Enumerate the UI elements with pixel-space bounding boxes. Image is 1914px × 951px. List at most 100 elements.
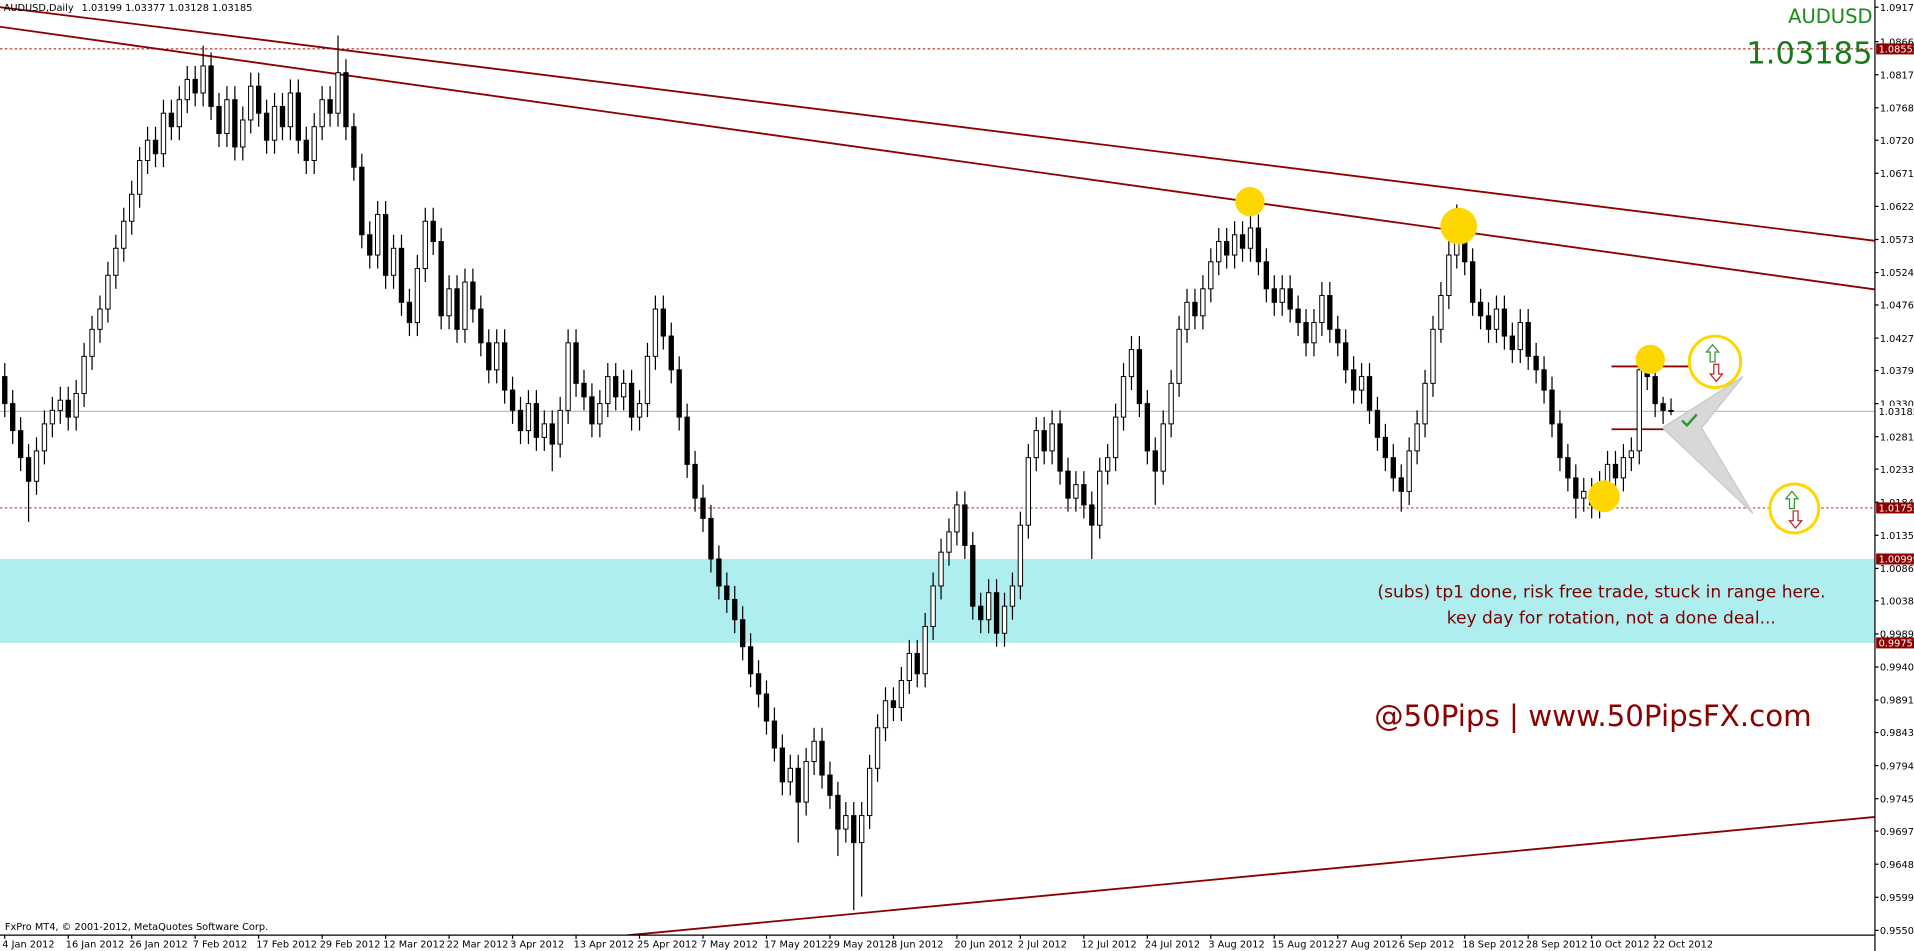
candle-body xyxy=(1120,376,1127,418)
candle-body xyxy=(1636,369,1642,452)
candle-body xyxy=(1581,490,1587,499)
candle-body xyxy=(1501,308,1508,337)
candle-body xyxy=(684,416,690,465)
highlight-circle xyxy=(1440,207,1478,245)
candle-body xyxy=(10,403,16,432)
up-arrow xyxy=(1705,343,1720,363)
low-value: 1.03128 xyxy=(169,3,209,14)
high-value: 1.03377 xyxy=(125,3,165,14)
candle-body xyxy=(1017,524,1024,587)
y-tick-label: 1.07680 xyxy=(1880,103,1914,114)
candle-body xyxy=(25,457,32,482)
plot-area xyxy=(0,6,1875,936)
candle-body xyxy=(1144,403,1151,452)
annotations-layer xyxy=(1235,187,1821,535)
candle-body xyxy=(795,767,801,803)
x-tick-label: 22 Mar 2012 xyxy=(447,939,509,950)
candle-body xyxy=(478,308,484,344)
candle-body xyxy=(1200,288,1206,317)
chart-header: AUDUSD,Daily 1.03199 1.03377 1.03128 1.0… xyxy=(4,3,253,14)
candle-body xyxy=(1628,450,1635,459)
candle-body xyxy=(1287,288,1293,310)
candle-body xyxy=(57,399,63,411)
candle-body xyxy=(851,815,857,844)
candle-body xyxy=(843,815,849,830)
candle-body xyxy=(1422,382,1428,425)
candle-body xyxy=(636,403,643,418)
candle-body xyxy=(176,99,182,128)
candle-body xyxy=(692,463,698,499)
candle-body xyxy=(716,558,722,587)
y-tick-label: 1.08170 xyxy=(1880,70,1914,81)
candle-body xyxy=(113,247,119,276)
y-tick-label: 1.08660 xyxy=(1880,37,1914,48)
candle-body xyxy=(938,551,944,587)
candle-body xyxy=(597,403,603,425)
candle-body xyxy=(73,392,79,418)
candle-body xyxy=(1104,457,1111,472)
y-tick-label: 1.09170 xyxy=(1880,3,1914,14)
candle-body xyxy=(740,619,746,648)
x-tick-label: 13 Apr 2012 xyxy=(574,939,634,950)
candle-body xyxy=(509,389,516,411)
y-tick-label: 1.00860 xyxy=(1880,564,1914,575)
candle-body xyxy=(573,342,579,384)
candle-body xyxy=(835,794,841,830)
candle-body xyxy=(1295,308,1301,324)
trendline xyxy=(621,816,1875,936)
candle-body xyxy=(533,403,540,438)
candle-body xyxy=(271,105,278,141)
candle-body xyxy=(168,112,175,128)
y-tick-label: 1.02810 xyxy=(1880,432,1914,443)
candle-body xyxy=(557,409,563,445)
candle-body xyxy=(1446,254,1452,297)
x-tick-label: 7 May 2012 xyxy=(701,939,758,950)
candle-body xyxy=(620,382,627,398)
candle-body xyxy=(184,78,190,101)
candle-body xyxy=(1184,301,1190,330)
candle-body xyxy=(494,342,500,371)
candle-body xyxy=(446,288,452,317)
candle-body xyxy=(985,592,992,621)
candle-body xyxy=(89,328,95,357)
candle-body xyxy=(1517,322,1523,351)
candle-body xyxy=(1057,423,1063,472)
candle-body xyxy=(351,126,357,168)
x-tick-label: 29 Feb 2012 xyxy=(320,939,381,950)
candle-body xyxy=(359,166,365,236)
candle-body xyxy=(724,585,730,600)
candle-body xyxy=(1573,477,1579,499)
x-tick-label: 7 Feb 2012 xyxy=(193,939,248,950)
candle-body xyxy=(1216,241,1222,263)
candle-body xyxy=(17,430,24,459)
candle-body xyxy=(763,693,770,722)
x-tick-label: 26 Jan 2012 xyxy=(129,939,188,950)
y-tick-label: 0.95500 xyxy=(1880,926,1914,937)
candle-body xyxy=(121,220,127,249)
candle-body xyxy=(1001,605,1008,634)
candle-body xyxy=(454,288,460,330)
candle-body xyxy=(430,220,436,243)
level-label-box xyxy=(1876,502,1914,514)
down-arrow xyxy=(1708,363,1724,383)
candle-body xyxy=(700,497,706,519)
candle-body xyxy=(1152,450,1158,472)
x-tick-label: 27 Aug 2012 xyxy=(1335,939,1398,950)
candle-body xyxy=(1303,322,1309,344)
candle-body xyxy=(1089,504,1095,526)
x-tick-label: 15 Aug 2012 xyxy=(1272,939,1335,950)
candle-body xyxy=(248,85,254,121)
candle-body xyxy=(541,423,547,438)
candle-body xyxy=(1263,261,1270,290)
candle-body xyxy=(1247,227,1254,249)
candle-body xyxy=(1652,376,1658,405)
candle-body xyxy=(811,740,817,763)
candle-body xyxy=(1311,322,1317,344)
candle-body xyxy=(343,72,349,128)
candle-body xyxy=(406,301,413,324)
x-tick-label: 24 Jul 2012 xyxy=(1145,939,1200,950)
